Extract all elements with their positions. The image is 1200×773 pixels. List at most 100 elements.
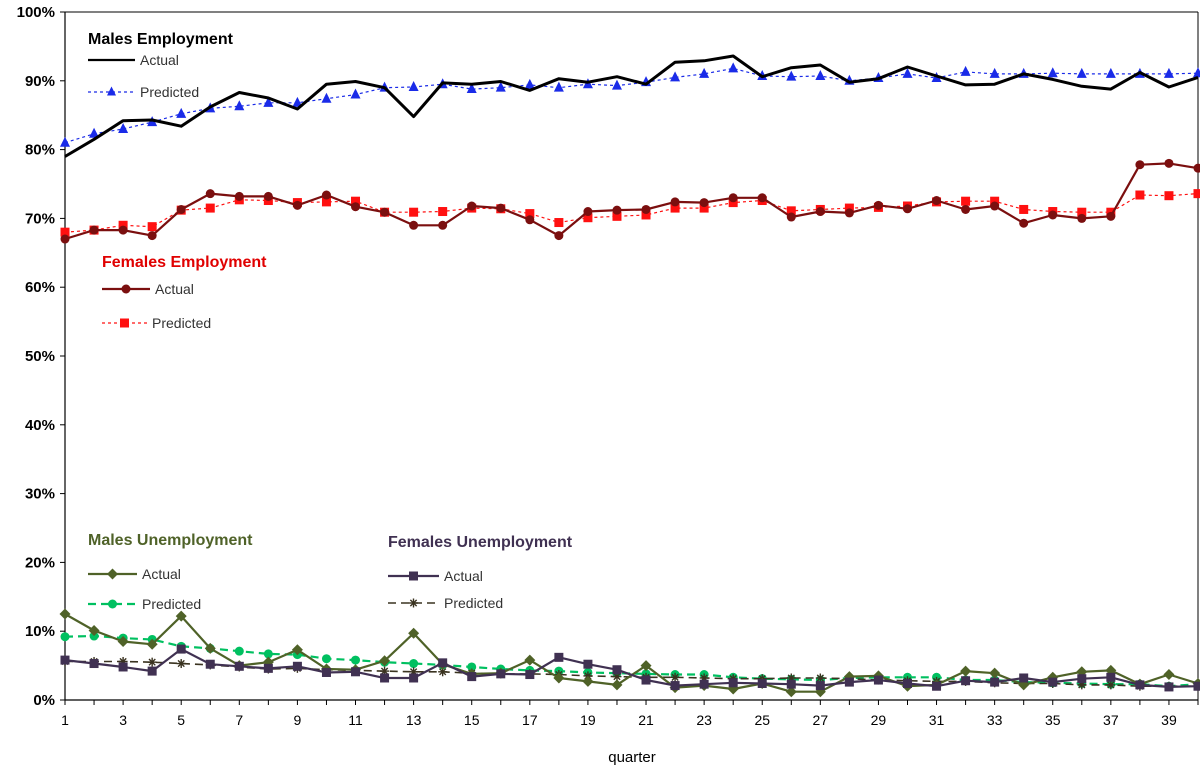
square-marker [670, 681, 680, 691]
series-line [64, 647, 1199, 689]
square-marker [1135, 680, 1145, 690]
triangle-marker [728, 62, 739, 73]
square-marker [1135, 190, 1145, 200]
circle-marker [380, 207, 390, 217]
series-layer [59, 54, 1200, 698]
diamond-marker [408, 627, 420, 639]
diamond-marker [107, 568, 118, 580]
circle-marker [496, 203, 506, 213]
x-axis-label: quarter [608, 749, 656, 766]
square-marker [438, 658, 448, 668]
x-tick-label: 1 [61, 712, 69, 728]
triangle-marker [989, 67, 1000, 78]
diamond-marker [640, 660, 652, 672]
circle-marker [89, 631, 99, 641]
circle-marker [234, 646, 244, 656]
triangle-marker [118, 122, 129, 133]
square-marker [670, 203, 680, 213]
circle-marker [467, 662, 477, 672]
triangle-marker [670, 71, 681, 82]
circle-marker [1019, 218, 1029, 228]
circle-marker [60, 632, 70, 642]
circle-marker [1193, 163, 1200, 173]
legend-group-title: Females Employment [102, 254, 267, 271]
y-tick-label: 0% [33, 692, 55, 709]
square-marker [321, 667, 331, 677]
circle-marker [467, 201, 477, 211]
triangle-marker [495, 81, 506, 92]
square-marker [786, 206, 796, 216]
circle-marker [409, 220, 419, 230]
square-marker [89, 659, 99, 669]
diamond-marker [960, 665, 972, 677]
square-marker [118, 220, 128, 230]
triangle-marker [815, 69, 826, 80]
diamond-marker [59, 608, 71, 620]
square-marker [60, 655, 70, 665]
square-marker [1193, 189, 1200, 199]
square-marker [438, 207, 448, 217]
y-tick-label: 30% [25, 486, 55, 503]
square-marker [1019, 673, 1029, 683]
x-tick-label: 27 [813, 712, 829, 728]
legend-label: Actual [444, 568, 483, 584]
square-marker [612, 211, 622, 221]
x-tick-label: 35 [1045, 712, 1061, 728]
circle-marker [234, 191, 244, 201]
circle-marker [438, 220, 448, 230]
triangle-marker [466, 83, 477, 94]
circle-marker [108, 599, 117, 609]
square-marker [467, 672, 477, 682]
square-marker [873, 675, 883, 685]
diamond-marker [88, 625, 100, 637]
square-marker [60, 227, 70, 237]
x-tick-label: 29 [871, 712, 887, 728]
circle-marker [263, 191, 273, 201]
square-marker [1164, 191, 1174, 201]
star-marker [1106, 680, 1116, 690]
square-marker [409, 207, 419, 217]
triangle-marker [1105, 67, 1116, 78]
circle-marker [121, 284, 131, 294]
circle-marker [990, 201, 1000, 211]
square-marker [932, 681, 942, 691]
series-6 [60, 644, 1200, 692]
diamond-marker [175, 610, 187, 622]
square-marker [844, 203, 854, 213]
square-marker [120, 318, 129, 328]
star-marker [147, 657, 157, 667]
circle-marker [757, 193, 767, 203]
square-marker [757, 678, 767, 688]
triangle-marker [553, 81, 564, 92]
triangle-marker [699, 67, 710, 78]
x-tick-label: 7 [235, 712, 243, 728]
axes: 0%10%20%30%40%50%60%70%80%90%100%1 3 5 7 9 11… [17, 4, 1199, 728]
square-marker [1164, 682, 1174, 692]
y-tick-label: 70% [25, 210, 55, 227]
y-tick-label: 50% [25, 348, 55, 365]
x-tick-label: 21 [638, 712, 654, 728]
legend-label: Predicted [142, 596, 201, 612]
diamond-marker [553, 672, 565, 684]
star-marker [583, 671, 593, 681]
circle-marker [641, 204, 651, 214]
x-tick-label: 19 [580, 712, 596, 728]
square-marker [496, 669, 506, 679]
square-marker [902, 678, 912, 688]
square-marker [612, 665, 622, 675]
square-marker [205, 659, 215, 669]
series-line [64, 193, 1199, 233]
circle-marker [844, 208, 854, 218]
legend-group-title: Females Unemployment [388, 534, 573, 551]
circle-marker [292, 200, 302, 210]
square-marker [1019, 204, 1029, 214]
circle-marker [321, 654, 331, 664]
legend-label: Actual [140, 52, 179, 68]
diamond-marker [291, 644, 303, 656]
square-marker [990, 196, 1000, 206]
y-tick-label: 60% [25, 279, 55, 296]
square-marker [815, 681, 825, 691]
square-marker [147, 666, 157, 676]
triangle-marker [89, 127, 100, 138]
